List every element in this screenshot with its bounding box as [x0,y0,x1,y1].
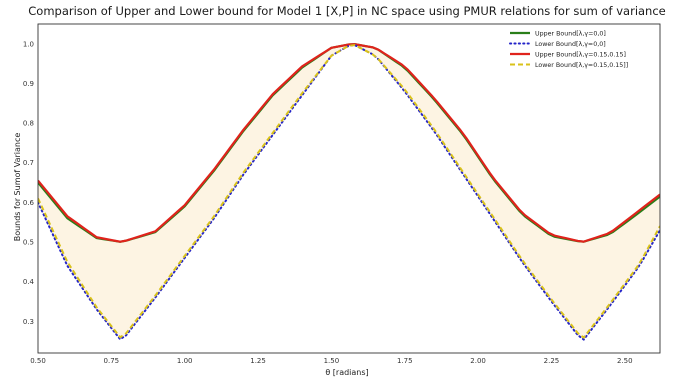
legend-label-3: Upper Bound[λ,γ=0.15,0.15] [535,51,626,58]
y-tick-label: 0.4 [23,278,35,286]
y-tick-label: 0.5 [23,239,34,247]
x-tick-label: 1.50 [324,357,340,365]
bound-fill-region [38,44,660,340]
y-tick-label: 0.3 [23,318,34,326]
x-axis-label: θ [radians] [325,368,368,377]
y-axis-label: Bounds for Sumof Variance [13,133,22,242]
y-tick-label: 0.7 [23,159,34,167]
chart-title: Comparison of Upper and Lower bound for … [28,4,666,18]
y-tick-label: 0.8 [23,120,34,128]
legend-label-1: Upper Bound[λ,γ=0,0] [535,30,606,37]
plot-frame [37,23,661,354]
legend-label-2: Lower Bound[λ,γ=0,0] [535,41,606,48]
legend: Upper Bound[λ,γ=0,0] Lower Bound[λ,γ=0,0]… [509,30,628,69]
x-tick-label: 2.50 [617,357,633,365]
x-tick-label: 2.25 [544,357,560,365]
series-line-2 [38,44,660,341]
x-tick-label: 1.00 [177,357,193,365]
axis-ticks: 0.50 0.75 1.00 1.25 1.50 1.75 2.00 2.25 2.50 0.3 0… [23,40,633,365]
x-tick-label: 0.50 [30,357,46,365]
y-tick-label: 0.9 [23,80,34,88]
series-line-1 [38,43,660,243]
y-tick-label: 1.0 [23,40,34,48]
plot-area [37,23,661,354]
legend-label-4: Lower Bound[λ,γ=0.15,0.15]] [535,62,628,69]
series-line-3 [38,43,660,243]
x-tick-label: 1.25 [250,357,266,365]
x-tick-label: 2.00 [470,357,486,365]
x-tick-label: 0.75 [104,357,120,365]
y-tick-label: 0.6 [23,199,35,207]
x-tick-label: 1.75 [397,357,413,365]
series-line-4 [38,44,660,339]
